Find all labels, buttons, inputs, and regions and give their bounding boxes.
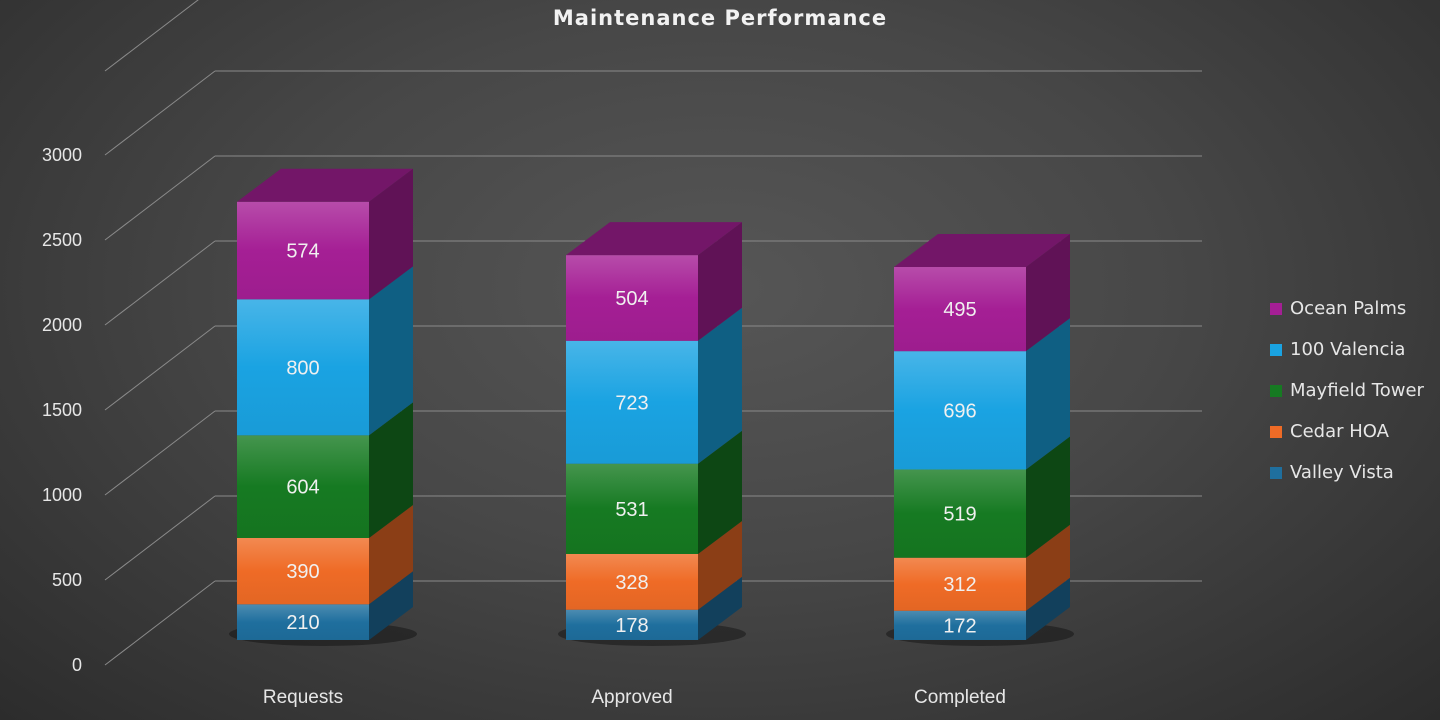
chart-title: Maintenance Performance [552, 6, 888, 30]
bar-side-ocean-palms [698, 222, 742, 341]
gridline-diagonal [104, 325, 216, 411]
legend-label: 100 Valencia [1290, 339, 1406, 360]
bar-top [894, 234, 1070, 268]
gridline-diagonal [104, 70, 216, 156]
legend-item: 100 Valencia [1270, 329, 1424, 370]
data-label: 172 [943, 615, 976, 637]
bar-segment-cedar-hoa [894, 557, 1026, 611]
bar-segment-mayfield-tower [237, 435, 369, 538]
bar-side-cedar-hoa [369, 505, 413, 605]
data-label: 504 [615, 288, 648, 310]
data-label: 312 [943, 574, 976, 596]
bar-segment-100-valencia [566, 340, 698, 464]
gridline-diagonal [104, 0, 199, 72]
legend: Ocean Palms 100 Valencia Mayfield Tower Ced… [1270, 288, 1424, 493]
data-label: 390 [286, 561, 319, 583]
legend-swatch [1270, 302, 1282, 315]
bar-side-valley-vista [698, 576, 742, 640]
y-tick-label: 2500 [42, 230, 82, 250]
bar-segment-valley-vista [237, 604, 369, 640]
data-label: 210 [286, 612, 319, 634]
legend-label: Mayfield Tower [1290, 380, 1424, 401]
data-label: 723 [615, 392, 648, 414]
data-label: 495 [943, 299, 976, 321]
bar-top [566, 222, 742, 256]
bar-segment-mayfield-tower [894, 469, 1026, 558]
bar-segment-mayfield-tower [566, 463, 698, 554]
data-label: 519 [943, 504, 976, 526]
gridline-diagonal [104, 410, 216, 496]
legend-item: Ocean Palms [1270, 288, 1424, 329]
y-tick-label: 1000 [42, 485, 82, 505]
bar-side-mayfield-tower [369, 402, 413, 538]
data-label: 574 [286, 241, 319, 263]
legend-label: Ocean Palms [1290, 298, 1407, 319]
bar-side-mayfield-tower [1026, 436, 1070, 558]
legend-label: Valley Vista [1290, 462, 1394, 483]
data-label: 800 [286, 357, 319, 379]
y-tick-label: 500 [52, 570, 82, 590]
legend-label: Cedar HOA [1290, 421, 1389, 442]
gridline-diagonal [104, 495, 216, 581]
x-category-label: Requests [263, 687, 343, 708]
bar-top [237, 168, 413, 202]
legend-item: Valley Vista [1270, 452, 1424, 493]
legend-swatch [1270, 384, 1282, 397]
bar-side-valley-vista [369, 571, 413, 640]
data-label: 328 [615, 572, 648, 594]
bar-side-ocean-palms [369, 168, 413, 300]
bar-side-100-valencia [1026, 318, 1070, 470]
legend-swatch [1270, 425, 1282, 438]
bar-segment-valley-vista [566, 609, 698, 640]
y-tick-label: 1500 [42, 400, 82, 420]
data-label: 178 [615, 615, 648, 637]
gridline-diagonal [104, 580, 216, 666]
gridline-diagonal [104, 155, 216, 241]
legend-item: Cedar HOA [1270, 411, 1424, 452]
legend-swatch [1270, 343, 1282, 356]
bar-segment-ocean-palms [237, 201, 369, 300]
y-tick-label: 0 [72, 655, 82, 675]
y-tick-label: 2000 [42, 315, 82, 335]
bar-segment-ocean-palms [566, 255, 698, 341]
bar-segment-100-valencia [237, 299, 369, 436]
legend-item: Mayfield Tower [1270, 370, 1424, 411]
bar-side-ocean-palms [1026, 234, 1070, 352]
bar-segment-valley-vista [894, 610, 1026, 640]
bar-side-100-valencia [698, 307, 742, 464]
bar-side-cedar-hoa [698, 520, 742, 610]
bar-segment-cedar-hoa [237, 538, 369, 605]
bar-side-100-valencia [369, 266, 413, 436]
bar-side-mayfield-tower [698, 430, 742, 554]
data-label: 604 [286, 477, 319, 499]
data-label: 531 [615, 499, 648, 521]
data-label: 696 [943, 400, 976, 422]
bar-segment-cedar-hoa [566, 553, 698, 610]
legend-swatch [1270, 466, 1282, 479]
gridline-diagonal [104, 240, 216, 326]
bar-segment-100-valencia [894, 351, 1026, 470]
y-tick-label: 3000 [42, 145, 82, 165]
x-category-label: Completed [914, 687, 1006, 708]
x-category-label: Approved [591, 687, 672, 708]
bar-segment-ocean-palms [894, 267, 1026, 352]
bar-side-cedar-hoa [1026, 524, 1070, 611]
bar-side-valley-vista [1026, 577, 1070, 640]
